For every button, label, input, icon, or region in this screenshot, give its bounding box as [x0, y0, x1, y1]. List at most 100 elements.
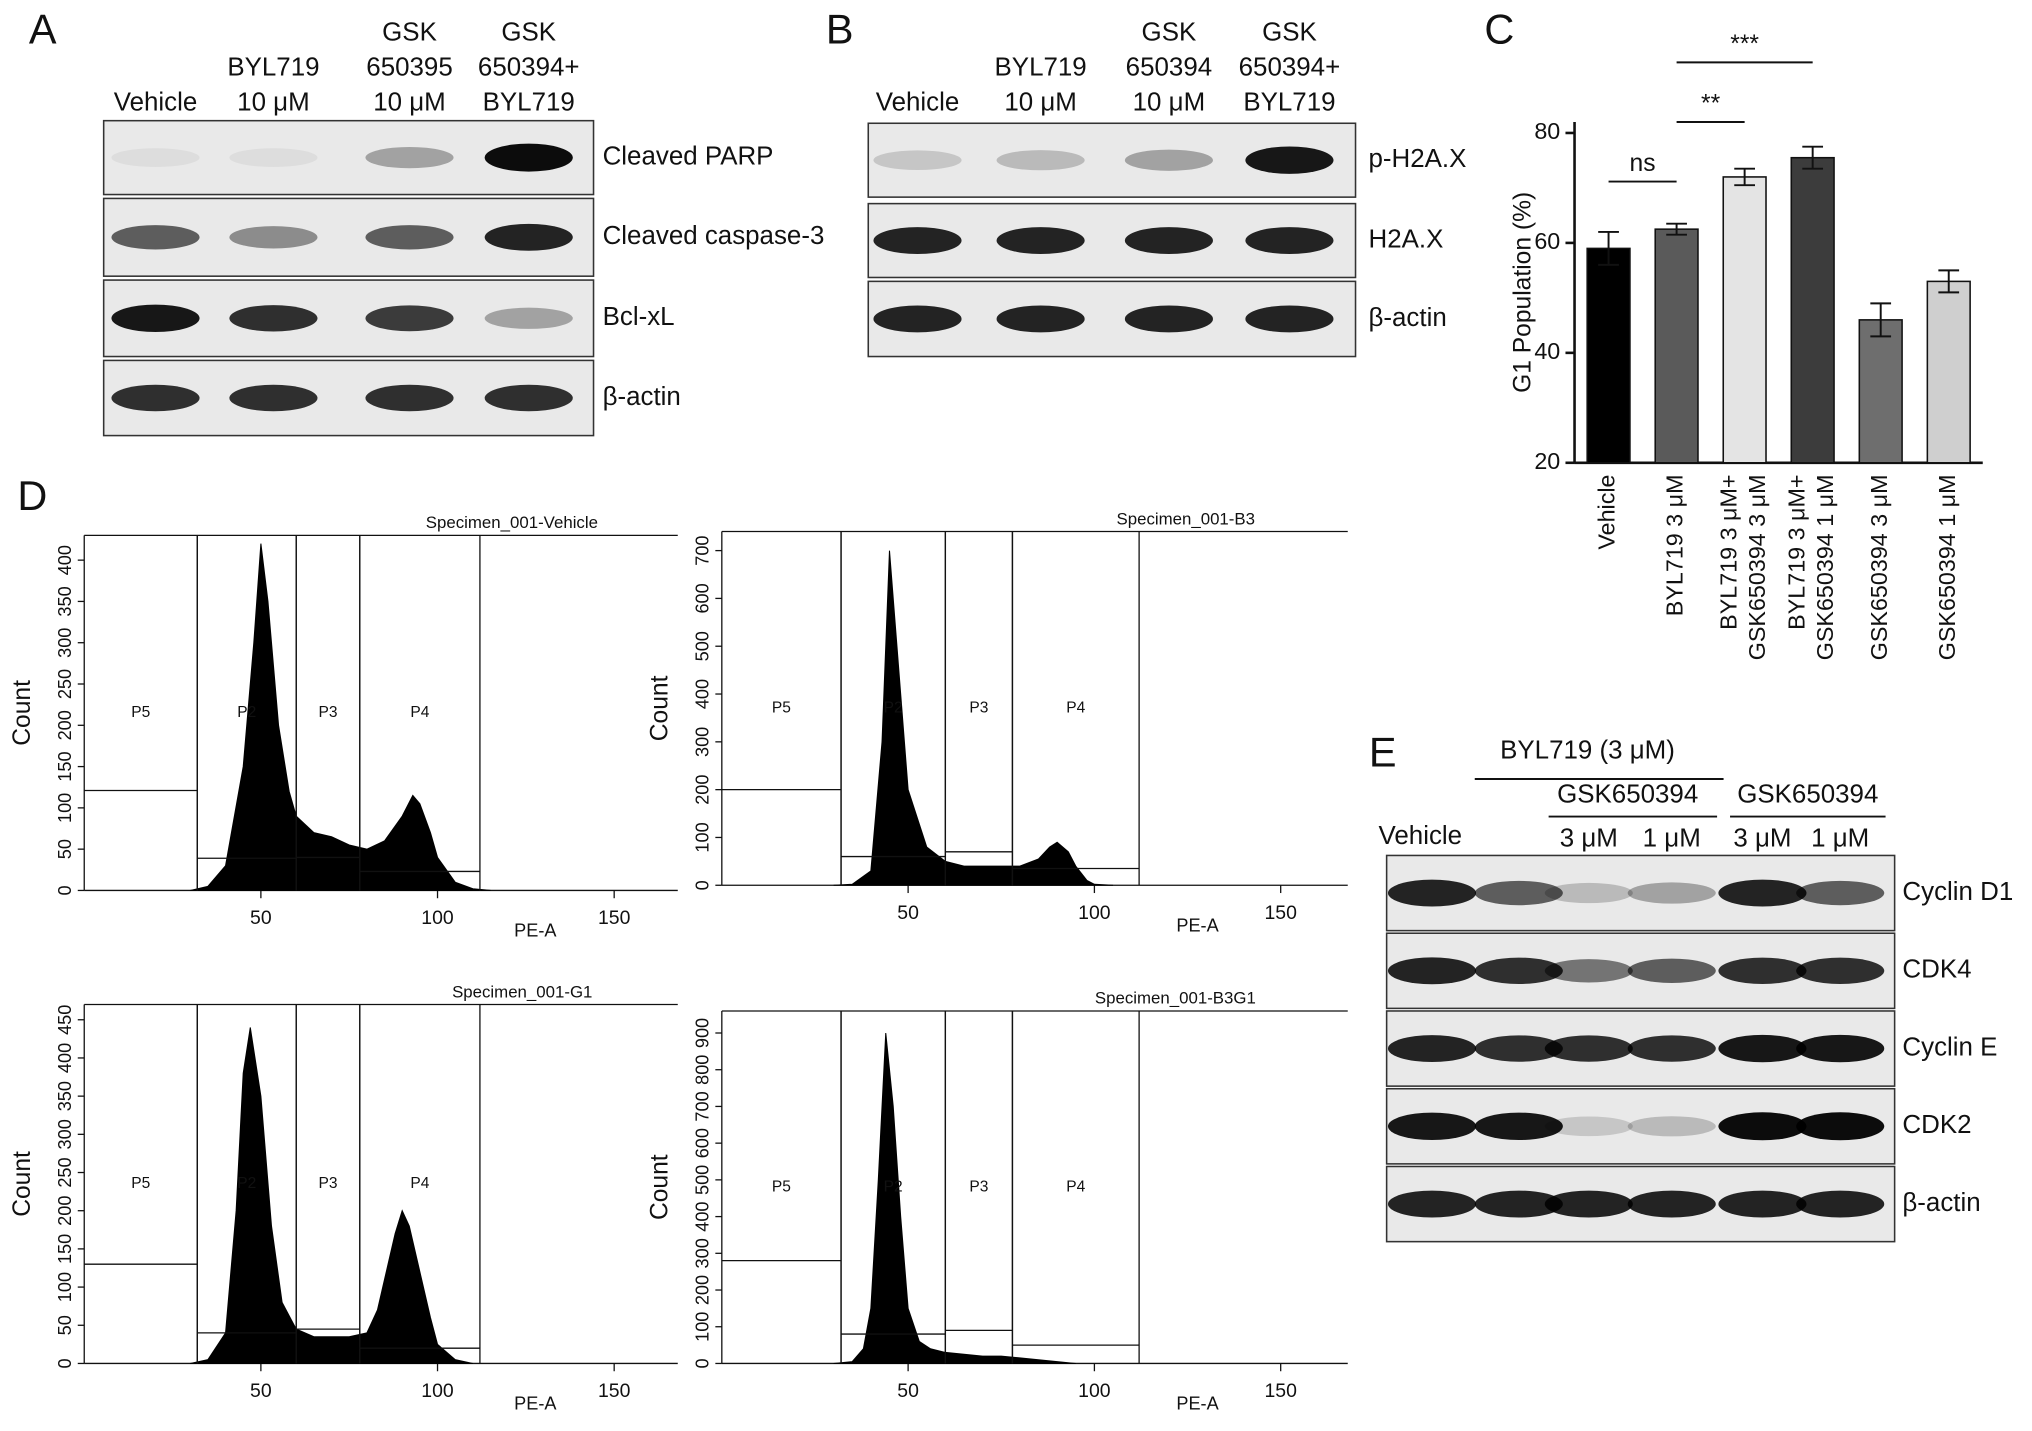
row-label: CDK4 — [1902, 956, 1971, 984]
x-tick-label: 50 — [250, 1380, 272, 1402]
blot-band — [1124, 227, 1213, 255]
column-header: BYL719 — [227, 54, 319, 82]
chart-title: Specimen_001-G1 — [452, 982, 592, 1001]
blot-band — [229, 305, 318, 332]
error-bar — [1802, 145, 1824, 170]
bar — [1790, 156, 1835, 464]
row-label: β-actin — [1902, 1189, 1980, 1217]
x-axis-label: PE-A — [514, 921, 557, 941]
y-tick-label: 400 — [692, 1201, 712, 1231]
y-tick-label: 150 — [55, 751, 75, 781]
blot-band — [111, 304, 200, 333]
chart-title: Specimen_001-Vehicle — [426, 513, 598, 532]
gate-label: P5 — [131, 704, 150, 721]
blot-band — [1245, 146, 1334, 174]
y-tick-label: 600 — [692, 1128, 712, 1158]
gate-label: P4 — [410, 1175, 429, 1192]
column-header: 3 μM — [1560, 825, 1618, 853]
row-label: Cyclin D1 — [1902, 878, 2013, 906]
column-header: Vehicle — [1379, 822, 1463, 850]
blot-band — [1796, 957, 1885, 985]
row-label: β-actin — [603, 383, 681, 411]
gate-label: P3 — [318, 704, 337, 721]
y-tick-label: 150 — [55, 1234, 75, 1264]
y-tick-label: 200 — [55, 1196, 75, 1226]
significance-label: *** — [1730, 31, 1759, 58]
y-tick-label: 100 — [692, 1312, 712, 1342]
y-tick-label: 800 — [692, 1055, 712, 1085]
y-tick-label: 350 — [55, 1081, 75, 1111]
blot-band — [365, 146, 454, 169]
blot-band — [1245, 305, 1334, 333]
y-tick-label: 100 — [55, 793, 75, 823]
blot-band — [1474, 880, 1563, 906]
blot-band — [111, 384, 200, 412]
blot-band — [1387, 1112, 1477, 1141]
y-tick-label: 400 — [55, 1043, 75, 1073]
y-tick-label: 100 — [692, 822, 712, 852]
column-header: 650394+ — [1239, 54, 1341, 82]
y-tick-label: 0 — [55, 885, 75, 895]
y-tick-label: 20 — [1534, 448, 1560, 474]
blot-band — [1474, 957, 1563, 985]
y-axis-label: Count — [646, 675, 673, 741]
column-header: BYL719 — [483, 89, 575, 117]
gate-label: P4 — [1066, 1178, 1085, 1195]
y-tick-label: 40 — [1534, 338, 1560, 364]
column-header: 10 μM — [237, 89, 310, 117]
x-tick-label: 150 — [1264, 1380, 1297, 1402]
blot-band — [1718, 1190, 1807, 1218]
y-tick-label: 50 — [55, 1315, 75, 1335]
y-tick-label: 80 — [1534, 118, 1560, 144]
y-tick-label: 300 — [55, 628, 75, 658]
panel-label: D — [17, 472, 47, 519]
panel-label: C — [1484, 6, 1514, 53]
blot-band — [1474, 1112, 1563, 1141]
blot-band — [1474, 1190, 1563, 1218]
x-tick-label: BYL719 3 μM — [1662, 474, 1688, 616]
row-label: β-actin — [1368, 304, 1446, 332]
x-tick-label: BYL719 3 μM+ — [1716, 474, 1742, 629]
error-bar — [1666, 222, 1687, 236]
column-header: GSK — [382, 19, 437, 47]
column-header: 10 μM — [373, 89, 446, 117]
blot-band — [1718, 879, 1807, 907]
column-header: BYL719 — [1243, 89, 1335, 117]
blot-band — [1124, 305, 1213, 333]
y-tick-label: 200 — [55, 710, 75, 740]
gate-label: P4 — [410, 704, 429, 721]
row-label: Cleaved PARP — [603, 142, 774, 170]
column-header: 650395 — [366, 54, 452, 82]
blot-band — [1627, 1190, 1716, 1218]
gate-label: P2 — [884, 699, 903, 716]
x-tick-label: 100 — [421, 1380, 454, 1402]
x-tick-label: GSK650394 3 μM — [1744, 474, 1770, 660]
blot-band — [1796, 1112, 1885, 1141]
x-tick-label: 150 — [598, 907, 631, 929]
blot-band — [1796, 1190, 1885, 1218]
y-tick-label: 700 — [692, 535, 712, 565]
y-axis-label: G1 Population (%) — [1510, 192, 1537, 393]
row-label: H2A.X — [1368, 225, 1443, 253]
significance-label: ** — [1701, 91, 1721, 118]
blot-band — [1245, 227, 1334, 255]
y-tick-label: 0 — [692, 880, 712, 890]
x-tick-label: 100 — [1078, 902, 1111, 924]
histogram — [833, 1032, 1076, 1364]
x-axis-label: PE-A — [514, 1394, 557, 1414]
y-tick-label: 400 — [692, 679, 712, 709]
column-header: Vehicle — [876, 89, 960, 117]
y-axis-label: Count — [646, 1154, 673, 1220]
y-tick-label: 300 — [55, 1119, 75, 1149]
row-label: CDK2 — [1902, 1111, 1971, 1139]
gate-label: P5 — [772, 699, 791, 716]
blot-band — [1124, 149, 1213, 171]
blot-band — [1387, 957, 1477, 985]
blot-band — [229, 226, 318, 249]
blot-band — [1387, 879, 1477, 907]
blot-band — [365, 384, 454, 412]
x-tick-label: GSK650394 1 μM — [1812, 474, 1838, 660]
gate-label: P5 — [772, 1178, 791, 1195]
error-bar — [1938, 269, 1960, 294]
